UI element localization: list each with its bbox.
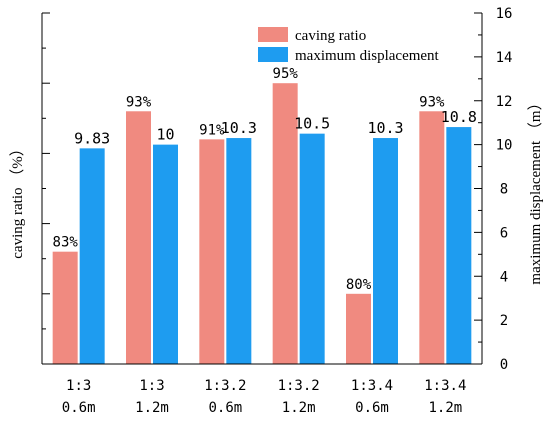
right-tick-label: 14 [496,50,513,66]
right-tick-label: 12 [496,94,513,110]
legend-label-caving-ratio: caving ratio [295,28,366,44]
maximum-displacement-data-label: 10.3 [221,119,257,137]
right-tick-label: 16 [496,6,513,22]
axes-layer [41,13,483,365]
category-label: 1.2m [428,400,462,416]
maximum-displacement-data-label: 10 [156,126,174,144]
labels-layer: 024681012141683%9.831:30.6m93%101:31.2m9… [53,6,513,416]
caving-ratio-bar [126,111,151,364]
maximum-displacement-data-label: 10.8 [441,108,477,126]
category-label: 1:3 [139,378,164,394]
legend-label-maximum-displacement: maximum displacement [295,48,440,64]
caving-ratio-bar [52,251,78,364]
caving-ratio-data-label: 93% [126,94,152,110]
right-tick-label: 10 [496,138,513,154]
maximum-displacement-bar [446,127,472,364]
category-label: 0.6m [62,400,96,416]
right-axis-title: maximum displacement （m） [527,95,544,284]
category-label: 1:3 [66,378,91,394]
legend-swatch-maximum-displacement [258,47,288,62]
right-tick-label: 8 [500,182,508,198]
maximum-displacement-bar [153,144,178,364]
bars-layer [52,83,472,364]
category-label: 1:3.4 [424,378,466,394]
maximum-displacement-bar [79,148,105,364]
caving-ratio-bar [272,83,298,364]
maximum-displacement-bar [299,133,325,364]
caving-ratio-bar [199,139,225,364]
right-tick-label: 0 [500,357,508,373]
legend-swatch-caving-ratio [258,27,288,42]
maximum-displacement-data-label: 10.5 [294,115,330,133]
maximum-displacement-bar [226,138,252,364]
category-label: 0.6m [208,400,242,416]
category-label: 1:3.2 [204,378,246,394]
maximum-displacement-data-label: 10.3 [367,119,403,137]
caving-ratio-bar [346,293,371,364]
ticks-layer [42,12,482,365]
maximum-displacement-bar [373,138,398,364]
category-label: 1:3.4 [351,378,393,394]
caving-ratio-data-label: 93% [419,94,445,110]
caving-ratio-data-label: 91% [199,122,225,138]
maximum-displacement-data-label: 9.83 [74,129,110,147]
left-axis-title: caving ratio （%） [9,141,26,258]
legend: caving ratio maximum displacement [258,27,440,64]
caving-ratio-data-label: 95% [273,66,299,82]
right-tick-label: 2 [500,313,508,329]
caving-ratio-data-label: 80% [346,277,372,293]
caving-ratio-bar [419,111,445,364]
category-label: 0.6m [355,400,389,416]
right-tick-label: 4 [500,269,508,285]
category-label: 1.2m [282,400,316,416]
category-label: 1:3.2 [278,378,320,394]
category-label: 1.2m [135,400,169,416]
right-tick-label: 6 [500,225,508,241]
caving-ratio-data-label: 83% [53,235,79,251]
